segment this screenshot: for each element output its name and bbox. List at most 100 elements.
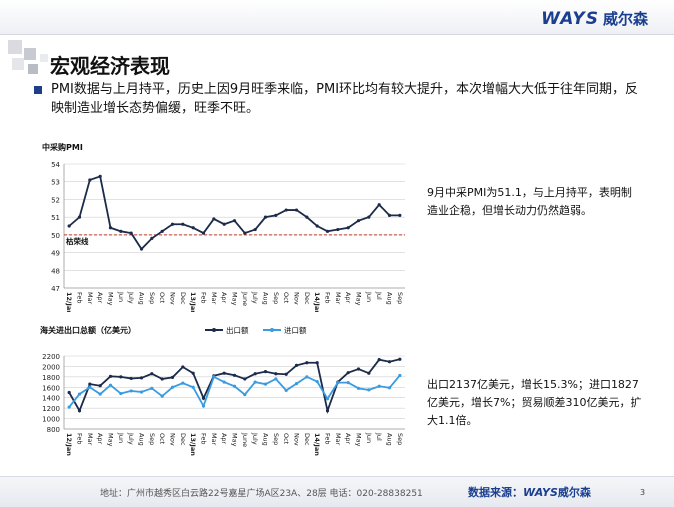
y-tick-label: 53 — [51, 179, 60, 187]
x-tick-label: Mar — [334, 292, 342, 305]
data-point — [398, 373, 402, 378]
legend-marker — [212, 328, 216, 332]
data-point — [253, 227, 257, 232]
x-tick-label: Sep — [396, 292, 404, 304]
brand-logo: WAYS 威尔森 — [541, 8, 648, 29]
data-point — [150, 236, 154, 240]
data-point — [377, 358, 381, 362]
bullet-marker — [34, 86, 42, 94]
data-point — [387, 213, 392, 217]
x-tick-label: Mar — [210, 292, 218, 305]
x-tick-label: 12/Jan — [65, 433, 73, 456]
data-point — [346, 226, 350, 230]
footer-source: 数据来源：WAYS威尔森 — [468, 484, 591, 500]
data-point — [170, 222, 175, 226]
trade-chart: 海关进出口总额（亿美元） 800 1000 1200 1400 1600 1800 2000 2… — [40, 325, 405, 456]
data-point — [201, 396, 206, 400]
y-tick-label: 48 — [51, 267, 60, 275]
source-label: 数据来源： — [468, 486, 523, 499]
data-point — [67, 405, 71, 409]
x-tick-label: Feb — [200, 433, 208, 445]
page-title: 宏观经济表现 — [50, 54, 170, 78]
data-point — [191, 385, 195, 389]
data-point — [67, 224, 71, 228]
x-tick-label: July — [127, 432, 135, 445]
trade-note: 出口2137亿美元，增长15.3%；进口1827亿美元，增长7%；贸易顺差310… — [427, 378, 642, 427]
pmi-note: 9月中采PMI为51.1，与上月持平，表明制造业企稳，但增长动力仍然趋弱。 — [427, 186, 632, 217]
data-point — [232, 384, 237, 388]
x-tick-label: July — [127, 291, 135, 304]
data-point — [67, 390, 71, 395]
x-tick-label: Feb — [324, 292, 332, 304]
data-point — [119, 391, 123, 396]
x-tick-label: May — [107, 292, 115, 306]
data-point — [243, 392, 247, 397]
x-tick-label: Dec — [179, 292, 187, 305]
data-point — [119, 375, 123, 379]
data-point — [108, 226, 113, 230]
data-point — [160, 394, 164, 398]
logo-cn-text: 威尔森 — [602, 10, 648, 28]
data-point — [243, 231, 247, 235]
data-point — [315, 379, 319, 384]
data-point — [191, 226, 195, 230]
data-point — [377, 203, 381, 207]
legend-marker — [270, 328, 274, 332]
data-point — [170, 375, 175, 379]
logo-brand-text: WAYS — [541, 9, 599, 29]
x-tick-label: Aug — [262, 292, 270, 305]
x-tick-label: 14/Jan — [313, 292, 321, 312]
y-tick-label: 800 — [47, 426, 60, 434]
x-tick-label: Oct — [282, 433, 290, 445]
data-point — [336, 380, 340, 385]
x-tick-label: Apr — [96, 433, 104, 445]
data-point — [356, 219, 361, 223]
data-point — [88, 382, 92, 386]
data-point — [212, 217, 216, 221]
x-tick-label: Dec — [303, 292, 311, 305]
data-point — [274, 377, 278, 381]
y-tick-label: 1200 — [42, 405, 60, 413]
x-tick-label: Feb — [76, 433, 84, 445]
data-point — [181, 222, 185, 226]
y-tick-label: 49 — [51, 250, 60, 258]
y-tick-label: 54 — [51, 161, 60, 169]
reference-label: 枯荣线 — [66, 236, 89, 246]
legend-label: 出口额 — [226, 325, 249, 335]
page-number: 3 — [640, 488, 646, 497]
data-point — [263, 370, 268, 374]
data-point — [232, 219, 237, 223]
x-tick-label: Apr — [344, 292, 352, 304]
decorative-squares — [8, 40, 48, 74]
data-point — [222, 371, 226, 375]
data-point — [181, 381, 185, 385]
chart-title: 海关进出口总额（亿美元） — [40, 325, 136, 335]
data-point — [284, 208, 288, 212]
x-tick-label: Mar — [210, 433, 218, 446]
x-tick-label: Aug — [138, 433, 146, 446]
x-tick-label: May — [107, 433, 115, 447]
top-bar: WAYS 威尔森 — [0, 0, 674, 35]
data-point — [77, 392, 82, 396]
data-point — [222, 222, 226, 226]
data-point — [201, 231, 206, 235]
data-point — [305, 215, 309, 219]
x-tick-label: Apr — [344, 433, 352, 445]
x-tick-label: May — [355, 433, 363, 447]
data-point — [253, 372, 257, 376]
data-point — [139, 390, 144, 394]
data-point — [108, 374, 113, 378]
x-tick-label: May — [231, 433, 239, 447]
legend-label: 进口额 — [284, 325, 307, 335]
x-tick-label: Aug — [386, 433, 394, 446]
x-tick-label: 13/Jan — [189, 292, 197, 312]
x-tick-label: 14/Jan — [313, 433, 321, 456]
x-tick-label: Mar — [86, 433, 94, 446]
data-point — [88, 385, 92, 389]
data-point — [346, 371, 350, 375]
data-point — [315, 361, 319, 365]
x-tick-label: June — [241, 291, 249, 306]
x-tick-label: Mar — [86, 292, 94, 305]
data-point — [263, 215, 268, 219]
